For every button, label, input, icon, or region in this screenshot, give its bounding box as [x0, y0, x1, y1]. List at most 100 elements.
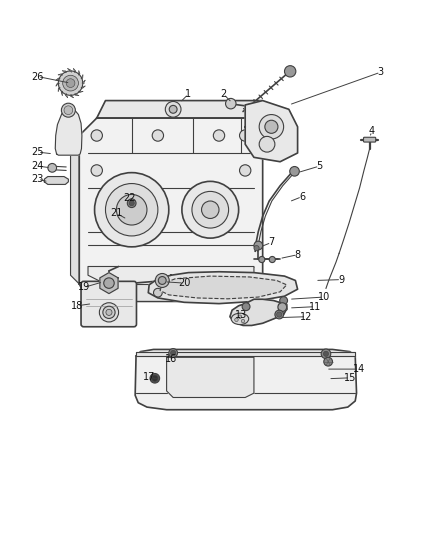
Ellipse shape: [231, 313, 249, 325]
Text: 3: 3: [378, 67, 384, 77]
Circle shape: [238, 315, 242, 318]
Circle shape: [321, 349, 331, 359]
Circle shape: [106, 183, 158, 236]
Circle shape: [280, 297, 288, 304]
Circle shape: [103, 306, 115, 318]
Circle shape: [169, 349, 177, 357]
Circle shape: [48, 164, 57, 172]
Text: 21: 21: [110, 208, 123, 218]
Circle shape: [155, 273, 169, 287]
Polygon shape: [160, 276, 287, 299]
Circle shape: [91, 130, 102, 141]
Circle shape: [254, 241, 263, 250]
Text: 23: 23: [32, 174, 44, 184]
Circle shape: [106, 309, 112, 316]
Polygon shape: [100, 272, 118, 294]
Text: 8: 8: [294, 250, 300, 260]
Text: 9: 9: [338, 274, 344, 285]
Circle shape: [278, 303, 287, 311]
Circle shape: [240, 165, 251, 176]
Text: 24: 24: [32, 161, 44, 171]
Text: 1: 1: [185, 89, 191, 99]
Circle shape: [169, 106, 177, 113]
Circle shape: [201, 201, 219, 219]
Polygon shape: [71, 127, 79, 284]
Circle shape: [265, 120, 278, 133]
Text: 14: 14: [353, 364, 365, 374]
Polygon shape: [88, 266, 254, 302]
Circle shape: [277, 312, 282, 317]
Circle shape: [323, 351, 328, 357]
Circle shape: [66, 79, 75, 87]
Circle shape: [240, 130, 251, 141]
Circle shape: [285, 66, 296, 77]
FancyBboxPatch shape: [81, 281, 137, 327]
Text: 18: 18: [71, 301, 83, 311]
Circle shape: [192, 191, 229, 228]
Circle shape: [254, 246, 259, 251]
Polygon shape: [79, 118, 263, 302]
Circle shape: [259, 136, 275, 152]
Polygon shape: [135, 350, 357, 410]
Polygon shape: [136, 352, 355, 356]
Circle shape: [269, 256, 276, 263]
Text: 7: 7: [268, 238, 275, 247]
Circle shape: [241, 319, 245, 323]
Polygon shape: [245, 101, 297, 161]
Text: 22: 22: [123, 192, 136, 203]
Circle shape: [152, 130, 163, 141]
Text: 17: 17: [143, 372, 155, 382]
Polygon shape: [148, 272, 297, 304]
Circle shape: [226, 99, 236, 109]
Circle shape: [153, 288, 162, 297]
Circle shape: [188, 288, 197, 297]
Circle shape: [63, 75, 78, 91]
Circle shape: [275, 310, 284, 319]
Text: 20: 20: [178, 278, 190, 288]
Text: 10: 10: [318, 292, 330, 302]
Circle shape: [182, 181, 239, 238]
Circle shape: [95, 173, 169, 247]
Circle shape: [324, 357, 332, 366]
Circle shape: [129, 200, 134, 206]
Polygon shape: [55, 107, 82, 155]
Text: 5: 5: [316, 161, 322, 171]
Circle shape: [91, 165, 102, 176]
Text: 11: 11: [309, 302, 321, 312]
Circle shape: [158, 277, 166, 285]
Text: 12: 12: [300, 312, 312, 322]
Text: 15: 15: [344, 373, 356, 383]
Circle shape: [215, 288, 223, 297]
Circle shape: [127, 199, 136, 207]
Circle shape: [117, 195, 147, 225]
Polygon shape: [114, 284, 228, 302]
Polygon shape: [44, 176, 68, 184]
Polygon shape: [166, 357, 254, 398]
Text: 19: 19: [78, 282, 90, 293]
Circle shape: [152, 375, 158, 381]
Circle shape: [119, 288, 127, 297]
Circle shape: [290, 166, 299, 176]
Circle shape: [58, 71, 83, 95]
Text: 4: 4: [369, 126, 375, 136]
Circle shape: [61, 103, 75, 117]
FancyBboxPatch shape: [279, 304, 287, 310]
Text: 13: 13: [235, 310, 247, 319]
Text: 16: 16: [165, 354, 177, 364]
Text: 6: 6: [299, 192, 305, 201]
Circle shape: [235, 318, 238, 321]
Circle shape: [165, 101, 181, 117]
Polygon shape: [97, 101, 263, 118]
Text: 26: 26: [32, 71, 44, 82]
Circle shape: [259, 115, 284, 139]
Circle shape: [213, 130, 225, 141]
Circle shape: [99, 303, 119, 322]
FancyBboxPatch shape: [364, 138, 376, 142]
Text: 25: 25: [32, 147, 44, 157]
Circle shape: [170, 350, 176, 356]
Text: 2: 2: [220, 89, 226, 99]
Circle shape: [259, 256, 265, 263]
Polygon shape: [230, 299, 287, 326]
Circle shape: [150, 374, 159, 383]
Circle shape: [64, 106, 73, 115]
